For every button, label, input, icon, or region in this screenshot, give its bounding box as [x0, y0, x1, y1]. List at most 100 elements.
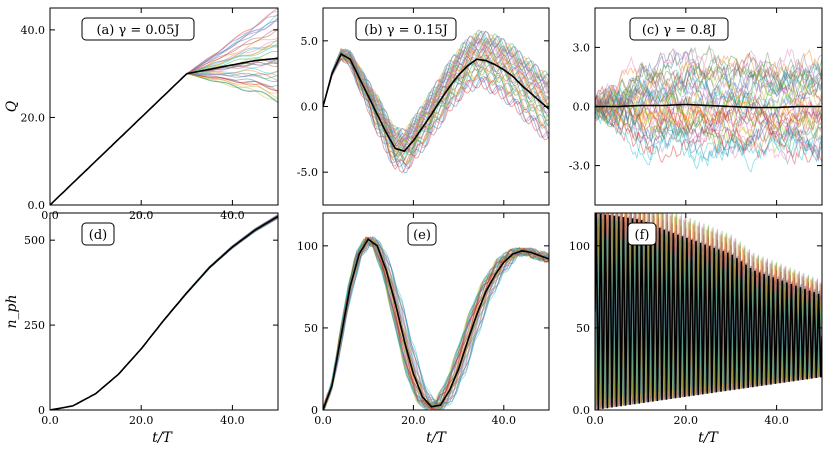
trajectory-line-c: [595, 47, 822, 109]
trajectory-line-e: [323, 236, 549, 410]
trajectory-line-a: [50, 20, 278, 205]
x-tick-label-e: 0.0: [314, 414, 332, 427]
axes-frame-e: [322, 212, 550, 411]
trajectory-line-c: [595, 94, 822, 143]
trajectory-line-c: [595, 105, 822, 162]
trajectory-line-c: [595, 71, 822, 127]
trajectory-line-b: [323, 37, 549, 146]
panel-b: -5.0 0.0 5.0 (b) γ = 0.15J: [297, 7, 550, 206]
trajectory-line-b: [323, 58, 549, 170]
trajectory-line-d: [50, 216, 278, 410]
panel-a: 0.0 20.0 40.00.020.040.0Q(a) γ = 0.05J: [4, 7, 279, 222]
panel-label-d: (d): [89, 228, 107, 243]
y-tick-label-c: 0.0: [573, 101, 591, 114]
axes-frame-a: [49, 7, 279, 206]
x-tick-label-f: 0.0: [586, 414, 604, 427]
trajectory-line-d: [50, 215, 278, 410]
panel-label-b: (b) γ = 0.15J: [364, 23, 448, 38]
trajectory-line-c: [595, 52, 822, 114]
plot-area-b: [323, 29, 549, 174]
y-tick-label-f: 0.0: [573, 404, 591, 417]
trajectory-line-c: [595, 98, 822, 140]
mean-line-f: [595, 213, 822, 410]
trajectory-line-d: [50, 215, 278, 410]
trajectory-line-d: [50, 216, 278, 410]
trajectory-line-b: [323, 58, 549, 167]
y-tick-label-a: 0.0: [28, 199, 46, 212]
y-tick-label-b: -5.0: [297, 166, 318, 179]
trajectory-line-e: [323, 237, 549, 410]
mean-line-b: [323, 52, 549, 153]
panel-label-box-c: [629, 17, 729, 41]
panel-label-a: (a) γ = 0.05J: [96, 23, 179, 38]
plot-area-e: [323, 235, 549, 410]
trajectory-line-c: [595, 80, 822, 120]
trajectory-line-a: [50, 73, 278, 205]
trajectory-line-b: [323, 59, 549, 174]
y-tick-label-c: 3.0: [573, 41, 591, 54]
mean-line-e: [323, 238, 549, 410]
trajectory-line-c: [595, 59, 822, 116]
trajectory-line-a: [50, 62, 278, 205]
y-tick-label-b: 5.0: [301, 35, 319, 48]
trajectory-line-b: [323, 30, 549, 141]
x-axis-title-e: t/T: [426, 430, 447, 446]
y-tick-label-e: 0: [311, 404, 318, 417]
trajectory-line-b: [323, 57, 549, 164]
x-tick-label-f: 20.0: [674, 414, 699, 427]
trajectory-line-f: [595, 235, 822, 400]
panel-f: 0.0 20.0 40.0 0.0 50 100 (f): [569, 212, 823, 427]
panel-label-box-a: [81, 17, 195, 41]
trajectory-line-c: [595, 100, 822, 165]
trajectory-line-b: [323, 52, 549, 163]
trajectory-line-c: [595, 108, 822, 159]
trajectory-line-f: [595, 231, 822, 392]
trajectory-line-b: [323, 40, 549, 147]
trajectory-line-d: [50, 217, 278, 410]
trajectory-line-c: [595, 85, 822, 143]
trajectory-line-c: [595, 90, 822, 154]
plot-area-f: [595, 213, 822, 410]
trajectory-line-c: [595, 110, 822, 173]
y-axis-title-a: Q: [4, 100, 20, 112]
trajectory-line-e: [323, 236, 549, 410]
axes-frame-d: [49, 212, 279, 411]
trajectory-line-e: [323, 238, 549, 408]
trajectory-line-a: [50, 59, 278, 205]
trajectory-line-a: [50, 73, 278, 205]
trajectory-line-a: [50, 73, 278, 205]
panel-label-box-d: [81, 222, 115, 246]
trajectory-line-a: [50, 73, 278, 205]
trajectory-line-a: [50, 73, 278, 205]
y-tick-label-e: 100: [297, 240, 318, 253]
panel-label-e: (e): [413, 228, 431, 243]
x-tick-label-d: 20.0: [129, 414, 154, 427]
trajectory-line-a: [50, 44, 278, 205]
trajectory-line-b: [323, 33, 549, 146]
panel-label-c: (c) γ = 0.8J: [642, 23, 716, 38]
x-tick-label-e: 20.0: [401, 414, 426, 427]
axes-frame-f: [594, 212, 823, 411]
trajectory-line-f: [595, 213, 822, 395]
trajectory-line-a: [50, 72, 278, 205]
trajectory-line-e: [323, 239, 549, 410]
trajectory-line-b: [323, 55, 549, 174]
trajectory-line-c: [595, 82, 822, 128]
mean-line-c: [595, 103, 822, 109]
panel-label-f: (f): [635, 228, 650, 243]
trajectory-line-c: [595, 60, 822, 118]
trajectory-line-a: [50, 18, 278, 205]
trajectory-line-a: [50, 13, 278, 205]
trajectory-line-b: [323, 52, 549, 158]
y-tick-label-d: 0: [38, 404, 45, 417]
trajectory-line-a: [50, 73, 278, 205]
trajectory-line-d: [50, 216, 278, 410]
trajectory-line-c: [595, 88, 822, 167]
trajectory-line-b: [323, 54, 549, 155]
x-tick-label-d: 0.0: [41, 414, 59, 427]
trajectory-line-e: [323, 238, 549, 410]
trajectory-line-d: [50, 216, 278, 410]
trajectory-line-d: [50, 217, 278, 410]
panels: 0.0 20.0 40.0 0.0 20.0 40.0 Q (a) γ = 0.05J -5.0…: [4, 7, 823, 427]
